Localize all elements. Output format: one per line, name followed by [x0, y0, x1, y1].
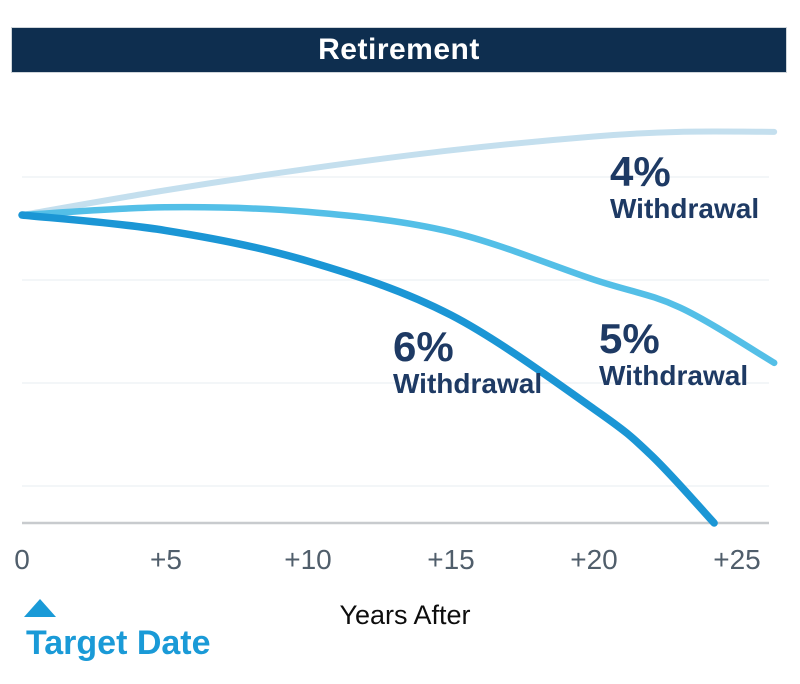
- series-label-5pct: 5% Withdrawal: [599, 317, 748, 391]
- series-label-4pct: 4% Withdrawal: [610, 150, 759, 224]
- series-line-6pct: [18, 211, 718, 527]
- chart-title-bar: Retirement: [11, 27, 787, 73]
- x-tick-25: +25: [713, 544, 761, 575]
- x-tick-0: 0: [14, 544, 30, 575]
- series-label-5pct-word: Withdrawal: [599, 360, 749, 391]
- target-date-marker-icon: [24, 599, 56, 617]
- series-label-4pct-word: Withdrawal: [610, 193, 760, 224]
- series-line-5pct: [18, 203, 778, 367]
- series-label-6pct: 6% Withdrawal: [393, 325, 542, 399]
- series-label-6pct-word: Withdrawal: [393, 368, 543, 399]
- x-axis-title: Years After: [339, 600, 471, 630]
- x-tick-10: +10: [284, 544, 332, 575]
- target-date-label: Target Date: [26, 624, 211, 662]
- series-label-5pct-value: 5%: [599, 315, 660, 362]
- chart-title: Retirement: [318, 33, 480, 66]
- x-tick-15: +15: [427, 544, 475, 575]
- series-label-6pct-value: 6%: [393, 323, 454, 370]
- x-tick-5: +5: [150, 544, 182, 575]
- series-line-4pct: [19, 128, 778, 218]
- series-label-4pct-value: 4%: [610, 148, 671, 195]
- x-tick-20: +20: [570, 544, 618, 575]
